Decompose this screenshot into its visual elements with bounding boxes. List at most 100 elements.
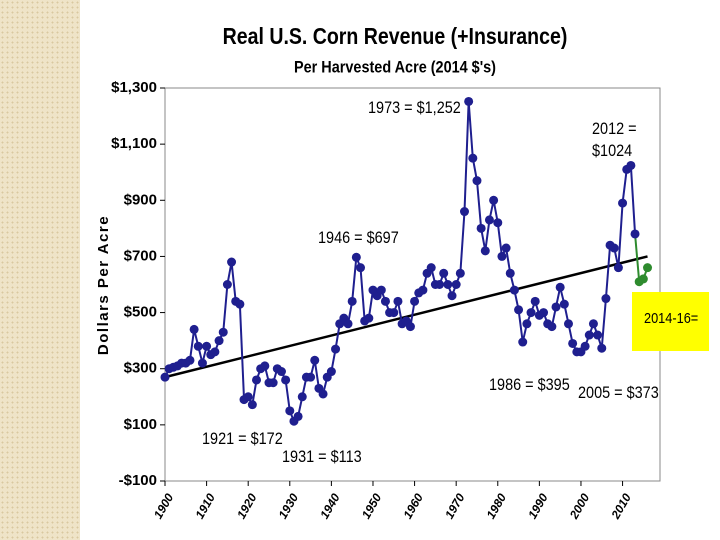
data-point: [455, 268, 465, 278]
x-tick-label: 1970: [442, 491, 468, 521]
data-point: [160, 372, 170, 382]
data-point: [638, 274, 648, 284]
data-point: [356, 263, 366, 273]
data-point: [447, 291, 457, 301]
x-tick-label: 1950: [359, 491, 385, 521]
data-point: [613, 263, 623, 273]
data-point: [435, 280, 445, 289]
data-point: [580, 341, 590, 351]
data-point: [214, 336, 224, 346]
data-point: [630, 229, 640, 239]
x-tick-label: 1900: [151, 491, 177, 521]
y-tick-label: $900: [124, 191, 157, 208]
data-point: [306, 372, 316, 382]
data-point: [227, 257, 237, 267]
connector: [634, 233, 641, 282]
data-point: [618, 198, 628, 208]
x-tick-label: 1910: [192, 491, 218, 521]
y-tick-label: $1,100: [111, 135, 157, 152]
data-point: [364, 313, 374, 323]
y-tick-label: $500: [124, 304, 157, 321]
y-axis-label: Dollars Per Acre: [95, 215, 112, 355]
data-point: [555, 282, 565, 292]
data-point: [563, 319, 573, 329]
x-tick-label: 1920: [234, 491, 260, 521]
annotation: 1931 = $113: [282, 447, 362, 466]
data-point: [568, 338, 578, 348]
data-point: [518, 337, 528, 347]
data-point: [247, 400, 257, 410]
data-point: [410, 296, 420, 306]
x-tick-label: 2010: [608, 491, 634, 522]
y-tick-label: $700: [124, 247, 157, 264]
annotation: 1973 = $1,252: [368, 98, 461, 117]
data-point: [493, 218, 503, 228]
y-tick-label: $1,300: [111, 79, 157, 96]
data-point: [505, 268, 515, 278]
data-point: [588, 319, 598, 329]
data-point: [393, 296, 403, 306]
data-point: [526, 308, 536, 318]
data-point: [260, 361, 270, 371]
data-point: [293, 411, 303, 421]
data-point: [609, 243, 619, 253]
data-point: [235, 299, 245, 309]
data-point: [331, 344, 341, 354]
data-point: [276, 367, 286, 377]
data-point: [193, 341, 203, 351]
data-point: [281, 375, 291, 385]
data-point: [426, 263, 436, 273]
data-point: [197, 358, 207, 368]
data-point: [222, 280, 232, 289]
data-point: [351, 252, 361, 262]
data-point: [252, 375, 262, 385]
data-point: [497, 251, 507, 261]
data-point: [405, 322, 415, 332]
x-tick-label: 1980: [484, 491, 510, 521]
data-point: [439, 268, 449, 278]
data-point: [530, 296, 540, 306]
data-point: [343, 319, 353, 329]
data-point: [464, 96, 474, 106]
data-point: [559, 299, 569, 309]
annotation: 2005 = $373: [578, 383, 659, 402]
annotation: 2012 = $1024: [592, 119, 637, 160]
chart-title: Real U.S. Corn Revenue (+Insurance): [223, 24, 568, 50]
data-point: [509, 285, 519, 295]
data-point: [593, 330, 603, 340]
plot-area: [164, 87, 661, 482]
data-point: [626, 160, 636, 170]
data-point: [484, 215, 494, 225]
x-tick-label: 2000: [566, 491, 592, 522]
data-point: [318, 389, 328, 399]
data-point: [185, 355, 195, 365]
decor-strip: [0, 0, 80, 540]
data-point: [551, 302, 561, 312]
annotation: 1946 = $697: [318, 228, 399, 247]
data-point: [451, 280, 461, 289]
chart-subtitle: Per Harvested Acre (2014 $'s): [294, 58, 496, 76]
data-point: [468, 153, 478, 163]
highlight-box: [632, 292, 709, 351]
data-point: [459, 207, 469, 217]
x-tick-label: 1930: [276, 491, 302, 521]
data-point: [326, 367, 336, 377]
data-point: [202, 341, 212, 351]
data-point: [501, 243, 511, 253]
data-point: [389, 308, 399, 318]
data-point: [443, 280, 453, 289]
data-point: [285, 406, 295, 416]
data-point: [310, 355, 320, 365]
annotation: 1921 = $172: [202, 429, 283, 448]
data-point: [218, 327, 228, 337]
data-point: [547, 322, 557, 332]
data-point: [522, 319, 532, 329]
x-tick-label: 1990: [525, 491, 551, 521]
data-point: [480, 246, 490, 256]
data-point: [268, 378, 278, 388]
data-point: [210, 347, 220, 357]
data-point: [643, 263, 653, 273]
annotation: 2014-16=: [644, 310, 699, 327]
